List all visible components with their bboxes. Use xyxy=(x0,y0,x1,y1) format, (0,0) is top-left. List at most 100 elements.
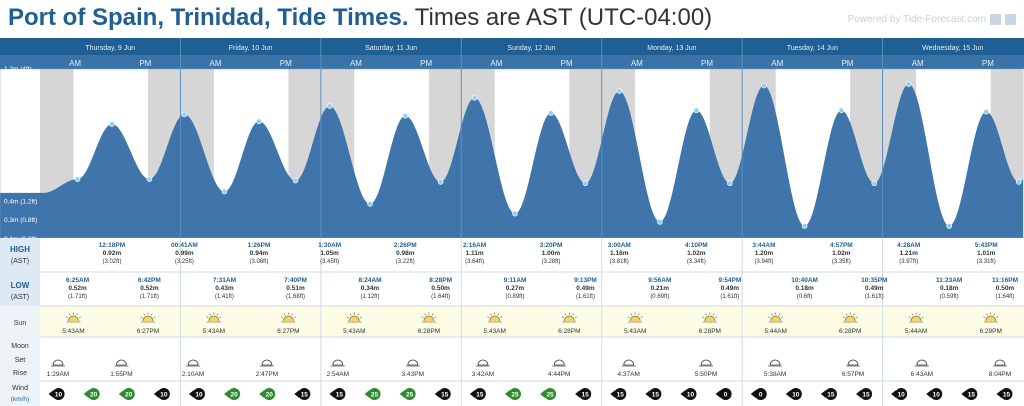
low-tide-marker[interactable] xyxy=(727,180,733,187)
high-tide-time: 3:00AM xyxy=(608,242,631,249)
wind-dot xyxy=(333,388,346,400)
high-tide-marker[interactable] xyxy=(471,95,478,101)
wind-dot xyxy=(87,388,100,400)
high-tide-marker[interactable] xyxy=(838,107,845,114)
moonset-icon xyxy=(475,359,490,367)
high-tide-marker[interactable] xyxy=(402,113,409,119)
pm-label: PM xyxy=(420,59,432,68)
sun-ray xyxy=(638,313,640,316)
low-tide-feet: (1.12ft) xyxy=(361,294,380,300)
wind-dot xyxy=(122,388,135,400)
high-tide-marker[interactable] xyxy=(761,82,767,89)
sun-disc xyxy=(910,315,922,322)
low-tide-marker[interactable] xyxy=(221,188,228,195)
low-tide-marker[interactable] xyxy=(871,180,878,187)
settings-icon[interactable] xyxy=(1005,14,1016,25)
low-tide-marker[interactable] xyxy=(292,177,299,184)
wind-arrow-icon xyxy=(820,390,826,398)
low-tide-feet: (1.61ft) xyxy=(576,294,595,300)
high-tide-marker[interactable] xyxy=(616,88,623,94)
wind-indicator: 15 xyxy=(575,388,592,400)
wind-arrow-icon xyxy=(856,390,862,398)
wind-unit-link[interactable]: (km/h) xyxy=(11,396,29,403)
low-tide-height: 0.49m xyxy=(721,285,740,292)
high-tide-marker[interactable] xyxy=(109,121,115,127)
wind-indicator: 20 xyxy=(118,388,135,400)
wind-speed: 15 xyxy=(652,392,660,399)
wind-indicator: 15 xyxy=(434,388,451,400)
wind-speed: 25 xyxy=(406,392,414,399)
moon-disc xyxy=(407,359,419,366)
wind-speed: 25 xyxy=(546,392,554,399)
high-tide-marker[interactable] xyxy=(326,103,333,109)
wind-speed: 15 xyxy=(441,392,449,399)
high-tide-marker[interactable] xyxy=(181,111,188,118)
sun-ray xyxy=(346,316,349,319)
wind-indicator: 20 xyxy=(224,388,241,400)
sun-ray xyxy=(715,316,718,319)
wind-dot xyxy=(368,388,381,400)
y-tick-label: 0.9m (3.1ft) xyxy=(4,123,37,130)
wind-dot xyxy=(263,388,276,400)
wind-indicator: 15 xyxy=(961,388,978,400)
sun-ray xyxy=(983,316,986,319)
sun-disc xyxy=(283,315,294,322)
low-tide-marker[interactable] xyxy=(1015,179,1022,185)
wind-dot xyxy=(473,388,486,400)
high-tide-feet: (3.02ft) xyxy=(102,259,121,265)
moonrise-icon xyxy=(846,359,861,367)
low-tide-marker[interactable] xyxy=(657,219,663,225)
sunset-icon xyxy=(842,312,858,323)
low-tide-time: 9:54PM xyxy=(718,277,741,284)
moonset-icon xyxy=(768,359,783,367)
low-tide-marker[interactable] xyxy=(512,210,518,217)
high-tide-marker[interactable] xyxy=(256,118,262,125)
sun-ray xyxy=(424,313,426,316)
high-tide-time: 12:18PM xyxy=(99,242,125,249)
sun-disc xyxy=(985,315,997,322)
wind-speed: 15 xyxy=(1003,392,1011,399)
low-tide-marker[interactable] xyxy=(437,179,444,185)
moonset-icon xyxy=(186,359,201,367)
moonset-time: 6:43AM xyxy=(911,371,933,378)
sun-ray xyxy=(150,313,153,316)
powered-by-text[interactable]: Powered by Tide-Forecast.com xyxy=(847,14,986,25)
sunset-time: 6:28PM xyxy=(418,328,440,335)
wind-dot xyxy=(614,388,627,400)
sun-ray xyxy=(76,313,78,316)
wind-arrow-icon xyxy=(399,390,405,398)
powered-by[interactable]: Powered by Tide-Forecast.com xyxy=(848,14,1016,25)
moon-disc xyxy=(994,359,1006,366)
sunrise-time: 5:43AM xyxy=(62,328,84,335)
moonset-icon xyxy=(330,359,345,367)
high-tide-height: 1.05m xyxy=(320,250,339,257)
wind-dot xyxy=(895,388,908,400)
sunset-icon xyxy=(983,312,999,323)
wind-indicator: 10 xyxy=(48,388,65,400)
moon-disc xyxy=(769,359,781,366)
moonrise-time: 1:55PM xyxy=(110,371,132,378)
wind-speed: 20 xyxy=(90,392,98,399)
unit-toggle-icon[interactable] xyxy=(990,14,1001,25)
low-tide-marker[interactable] xyxy=(146,176,153,182)
low-tide-marker[interactable] xyxy=(946,223,952,229)
high-tide-marker[interactable] xyxy=(983,108,990,115)
low-tide-marker[interactable] xyxy=(74,176,81,182)
day-label: Thursday, 9 Jun xyxy=(85,45,135,52)
high-tide-marker[interactable] xyxy=(905,81,912,87)
wind-speed: 15 xyxy=(862,392,870,399)
am-label: AM xyxy=(210,59,222,68)
low-tide-height: 0.21m xyxy=(651,285,670,292)
sun-ray xyxy=(919,313,921,316)
y-tick-label: 0.5m (1.7ft) xyxy=(4,179,37,186)
sunset-time: 6:27PM xyxy=(277,328,299,335)
sunset-icon xyxy=(561,312,577,323)
wind-dot xyxy=(824,388,837,400)
low-tide-marker[interactable] xyxy=(367,201,373,207)
wind-dot xyxy=(157,388,170,400)
low-tide-marker[interactable] xyxy=(582,180,589,187)
low-tide-marker[interactable] xyxy=(801,223,808,229)
low-tide-time: 9:13PM xyxy=(574,277,597,284)
high-tide-marker[interactable] xyxy=(693,107,700,114)
high-tide-marker[interactable] xyxy=(548,110,554,116)
